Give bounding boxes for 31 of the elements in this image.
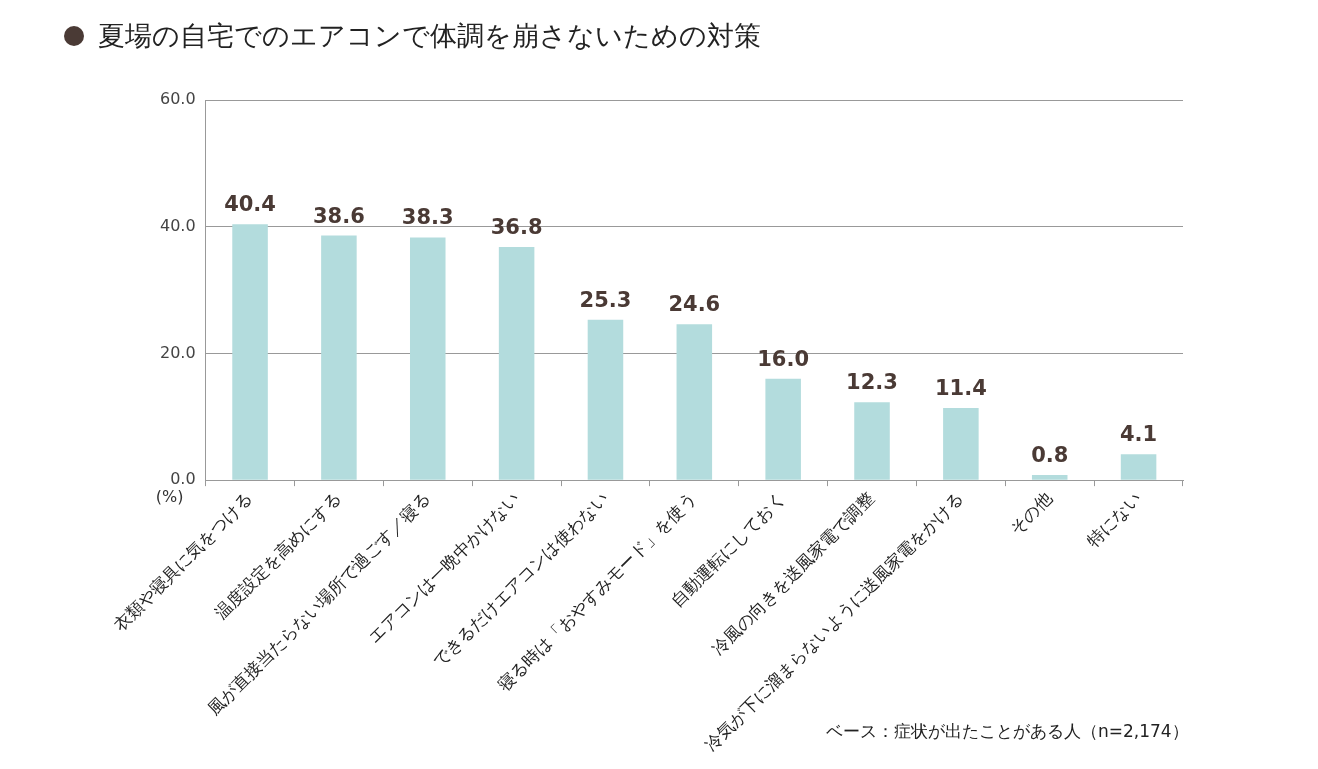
x-tick-label: その他 xyxy=(1005,488,1056,539)
data-label: 38.6 xyxy=(312,203,365,228)
data-label: 25.3 xyxy=(579,287,632,312)
bar xyxy=(1031,475,1068,480)
bar xyxy=(943,407,979,480)
bar xyxy=(498,246,535,480)
bar xyxy=(321,235,357,480)
data-label: 38.3 xyxy=(401,205,454,230)
data-label: 40.4 xyxy=(224,192,276,217)
y-tick-label: 20.0 xyxy=(160,342,196,362)
data-label: 11.4 xyxy=(934,375,987,400)
bar xyxy=(676,324,713,480)
y-tick-label: 0.0 xyxy=(170,469,196,489)
y-tick-label: 60.0 xyxy=(160,89,196,109)
text: ベース：症状が出たことがある人（n=2,174） xyxy=(826,720,1189,743)
bar xyxy=(409,237,446,480)
chart-title: 夏場の自宅でのエアコンで体調を崩さないための対策 xyxy=(98,19,761,53)
data-label: 4.1 xyxy=(1119,422,1158,447)
bar xyxy=(232,224,268,480)
data-label: 16.0 xyxy=(757,346,810,371)
bar xyxy=(1120,454,1157,480)
data-label: 12.3 xyxy=(846,370,898,395)
data-label: 24.6 xyxy=(668,292,721,317)
bar xyxy=(587,319,624,480)
data-label: 36.8 xyxy=(490,214,543,239)
bar xyxy=(854,402,890,480)
bar xyxy=(765,378,801,480)
x-tick-label: 特にない xyxy=(1082,488,1145,551)
y-axis-title: (%) xyxy=(155,487,184,507)
y-tick-label: 40.0 xyxy=(160,215,196,235)
data-label: 0.8 xyxy=(1031,443,1069,468)
